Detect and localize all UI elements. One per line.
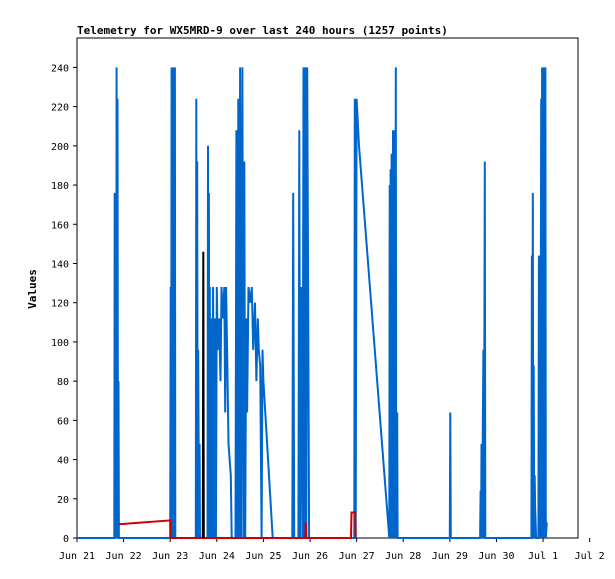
series-line	[77, 67, 548, 539]
x-tick-label: Jun 25	[245, 551, 281, 562]
plot-area	[76, 37, 579, 539]
x-tick-label: Jun 23	[152, 551, 188, 562]
y-tick-label: 0	[63, 534, 69, 545]
x-tick-label: Jun 29	[432, 551, 468, 562]
x-tick-label: Jul 1	[528, 551, 558, 562]
x-tick-label: Jun 22	[106, 551, 142, 562]
series-line	[201, 251, 205, 539]
x-tick-label: Jul 2	[575, 551, 605, 562]
y-tick-label: 120	[51, 299, 69, 310]
y-tick-label: 40	[57, 456, 69, 467]
y-tick-label: 100	[51, 338, 69, 349]
chart-title: Telemetry for WX5MRD-9 over last 240 hou…	[77, 24, 448, 37]
y-tick-label: 20	[57, 495, 69, 506]
y-axis-label: Values	[26, 269, 39, 309]
y-tick-label: 80	[57, 377, 69, 388]
x-tick-label: Jun 28	[385, 551, 421, 562]
x-tick-label: Jun 26	[292, 551, 328, 562]
x-axis: Jun 21 Jun 22 Jun 23 Jun 24 Jun 25 Jun 26 Jun …	[59, 538, 605, 562]
y-tick-label: 200	[51, 142, 69, 153]
y-tick-label: 140	[51, 259, 69, 270]
x-tick-label: Jun 27	[339, 551, 375, 562]
y-axis: 0 20 40 60 80 100 120 140 160 180 200 220 240	[51, 63, 77, 545]
y-tick-label: 160	[51, 220, 69, 231]
x-tick-label: Jun 30	[478, 551, 514, 562]
y-tick-label: 180	[51, 181, 69, 192]
x-tick-label: Jun 21	[59, 551, 95, 562]
series-group	[77, 67, 548, 539]
y-tick-label: 240	[51, 63, 69, 74]
y-tick-label: 60	[57, 416, 69, 427]
x-tick-label: Jun 24	[199, 551, 235, 562]
y-tick-label: 220	[51, 103, 69, 114]
series-line	[118, 511, 357, 539]
